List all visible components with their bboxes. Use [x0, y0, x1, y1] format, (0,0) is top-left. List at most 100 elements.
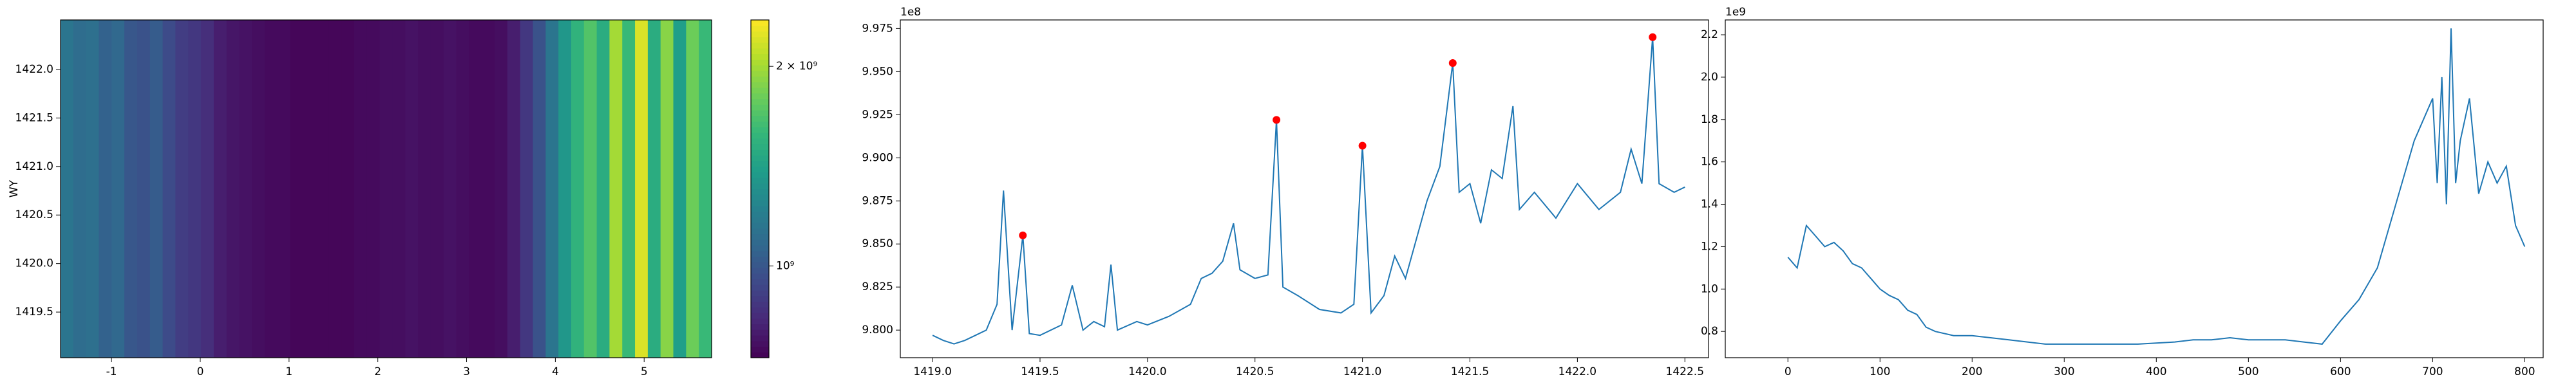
x-tick-label: 1422.5 — [1666, 365, 1704, 378]
heat-cell — [609, 20, 623, 358]
colorbar-segment — [751, 155, 769, 161]
peak-marker — [1358, 142, 1367, 150]
x-tick-label: 5 — [641, 365, 648, 378]
y-tick-label: 1419.5 — [15, 306, 53, 318]
x-tick-label: 1422.0 — [1558, 365, 1596, 378]
colorbar-frame — [750, 19, 770, 358]
x-tick-label: 1419.0 — [913, 365, 951, 378]
peak-marker — [1448, 59, 1457, 67]
heat-cell — [482, 20, 495, 358]
colorbar-segment — [751, 121, 769, 127]
colorbar-segment — [751, 98, 769, 105]
heat-cell — [392, 20, 406, 358]
colorbar-segment — [751, 295, 769, 302]
colorbar-segment — [751, 127, 769, 133]
heat-cell — [583, 20, 598, 358]
colorbar-segment — [751, 335, 769, 342]
x-tick-label: 1 — [285, 365, 292, 378]
y-tick-label: 9.850 — [862, 237, 893, 250]
colorbar-segment — [751, 31, 769, 37]
colorbar-segment — [751, 59, 769, 66]
colorbar-segment — [751, 188, 769, 195]
heat-cell — [622, 20, 636, 358]
colorbar-segment — [751, 138, 769, 145]
heat-cell — [379, 20, 393, 358]
x-tick-label: 500 — [2238, 365, 2259, 378]
heat-cell — [533, 20, 546, 358]
heat-cell — [278, 20, 291, 358]
heat-cell — [239, 20, 252, 358]
x-tick-label: 1421.0 — [1343, 365, 1381, 378]
colorbar-segment — [751, 160, 769, 167]
y-tick-label: 9.975 — [862, 22, 893, 35]
heat-cell — [73, 20, 87, 358]
heat-cell — [111, 20, 125, 358]
x-tick-label: 0 — [1785, 365, 1792, 378]
y-tick-label: 9.950 — [862, 65, 893, 78]
heat-cell — [558, 20, 572, 358]
colorbar-segment — [751, 133, 769, 139]
x-tick-label: 0 — [197, 365, 204, 378]
heat-cell — [635, 20, 649, 358]
colorbar-segment — [751, 324, 769, 330]
colorbar-segment — [751, 82, 769, 88]
heat-cell — [328, 20, 342, 358]
x-tick-label: 800 — [2514, 365, 2535, 378]
x-tick-label: 300 — [2054, 365, 2074, 378]
axis-offset-label: 1e9 — [1725, 6, 1746, 19]
colorbar-segment — [751, 211, 769, 217]
heat-cell — [149, 20, 164, 358]
heat-cell — [366, 20, 381, 358]
y-tick-label: 1420.5 — [15, 208, 53, 221]
heat-cell — [124, 20, 138, 358]
colorbar-segment — [751, 70, 769, 77]
line — [932, 37, 1685, 345]
colorbar-segment — [751, 53, 769, 60]
y-tick-label: 1.0 — [1701, 282, 1718, 295]
y-tick-label: 9.800 — [862, 324, 893, 336]
heat-cell — [418, 20, 431, 358]
colorbar-segment — [751, 65, 769, 71]
colorbar-tick-label: 10⁹ — [776, 259, 795, 272]
heat-cell — [290, 20, 304, 358]
heat-cell — [162, 20, 176, 358]
colorbar-segment — [751, 307, 769, 313]
heat-cell — [545, 20, 559, 358]
colorbar-segment — [751, 313, 769, 319]
x-tick-label: 1421.5 — [1451, 365, 1489, 378]
y-tick-label: 2.2 — [1701, 28, 1718, 41]
heat-cell — [571, 20, 585, 358]
heat-cell — [443, 20, 457, 358]
colorbar-segment — [751, 340, 769, 347]
heat-cell — [86, 20, 100, 358]
colorbar-segment — [751, 234, 769, 240]
colorbar-segment — [751, 20, 769, 26]
heat-cell — [520, 20, 534, 358]
y-tick-label: 2.0 — [1701, 71, 1718, 84]
x-tick-label: 1419.5 — [1021, 365, 1059, 378]
heat-cell — [495, 20, 508, 358]
heat-cell — [61, 20, 74, 358]
heat-cell — [137, 20, 151, 358]
heat-cell — [175, 20, 189, 358]
y-tick-label: 9.875 — [862, 194, 893, 207]
colorbar-segment — [751, 194, 769, 201]
colorbar-segment — [751, 200, 769, 207]
colorbar-segment — [751, 93, 769, 100]
colorbar-segment — [751, 352, 769, 358]
colorbar-tick-label: 2 × 10⁹ — [776, 60, 817, 73]
x-tick-label: 400 — [2146, 365, 2166, 378]
colorbar-segment — [751, 273, 769, 280]
x-tick-label: 100 — [1870, 365, 1890, 378]
y-tick-label: 1422.0 — [15, 63, 53, 76]
line — [1787, 28, 2526, 345]
colorbar-segment — [751, 115, 769, 122]
heat-cell — [405, 20, 419, 358]
colorbar-segment — [751, 205, 769, 212]
heat-cell — [252, 20, 265, 358]
heat-cell — [213, 20, 227, 358]
x-tick-label: 1420.0 — [1128, 365, 1166, 378]
heat-cell — [686, 20, 699, 358]
colorbar-segment — [751, 329, 769, 336]
